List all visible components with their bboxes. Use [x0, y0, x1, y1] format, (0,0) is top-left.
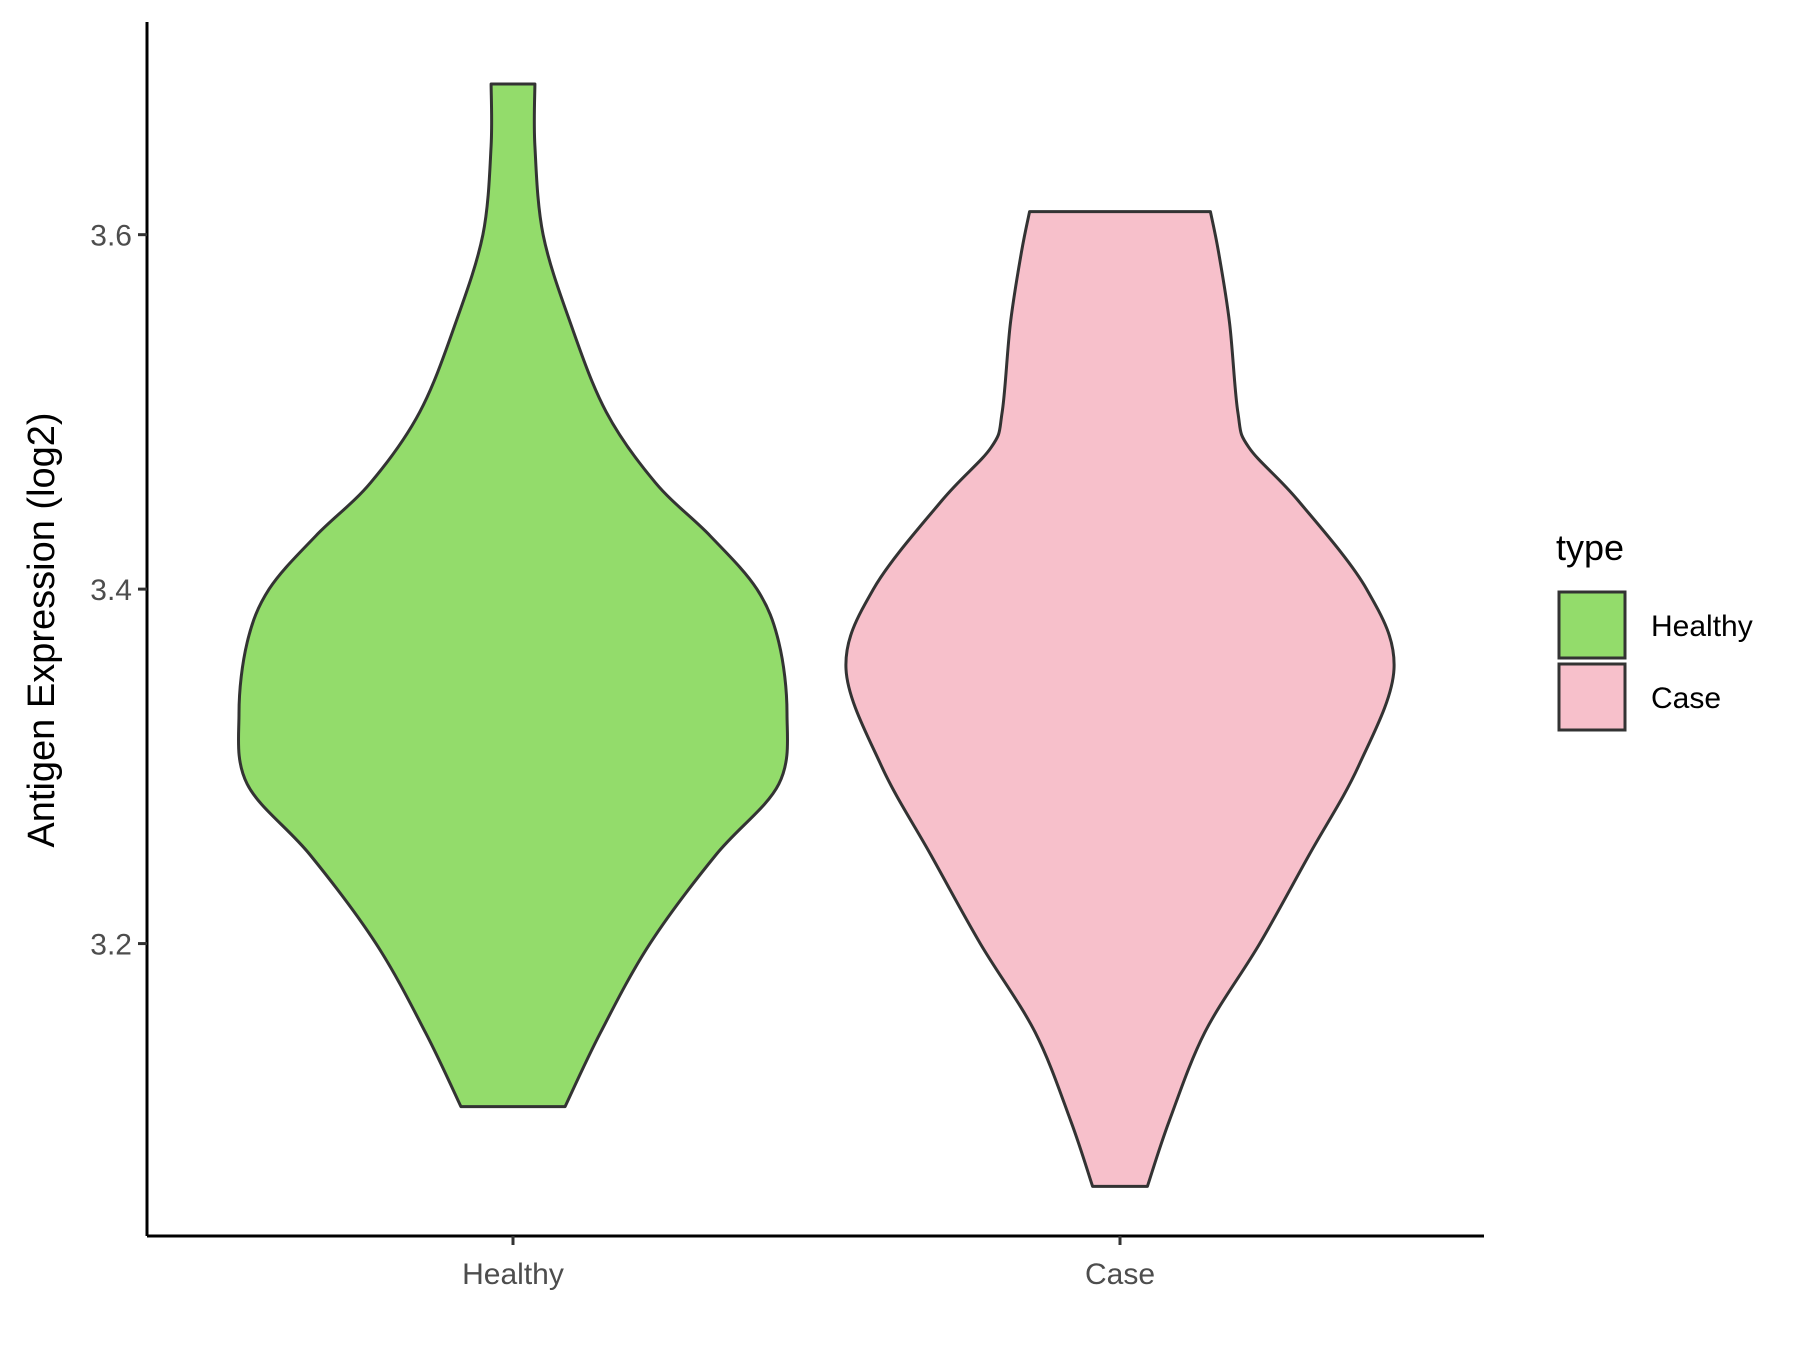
- violin-case: [844, 210, 1396, 1188]
- x-axis-ticks: Healthy Case: [462, 1236, 1155, 1291]
- legend-label-case: Case: [1651, 682, 1721, 715]
- x-tick-label: Case: [1085, 1258, 1155, 1291]
- y-axis-ticks: 3.2 3.4 3.6: [90, 220, 147, 962]
- legend-title: type: [1556, 527, 1624, 568]
- violin-healthy: [236, 82, 790, 1109]
- y-tick-label: 3.2: [90, 929, 132, 962]
- legend-key-healthy: [1557, 590, 1627, 660]
- legend-key-case: [1557, 662, 1627, 732]
- legend-label-healthy: Healthy: [1651, 610, 1753, 643]
- violin-plot-area: [236, 82, 1396, 1188]
- y-tick-label: 3.4: [90, 574, 132, 607]
- legend: Healthy Case: [1557, 590, 1753, 732]
- y-axis-title: Antigen Expression (log2): [21, 412, 63, 847]
- y-tick-label: 3.6: [90, 220, 132, 253]
- x-tick-label: Healthy: [462, 1258, 564, 1291]
